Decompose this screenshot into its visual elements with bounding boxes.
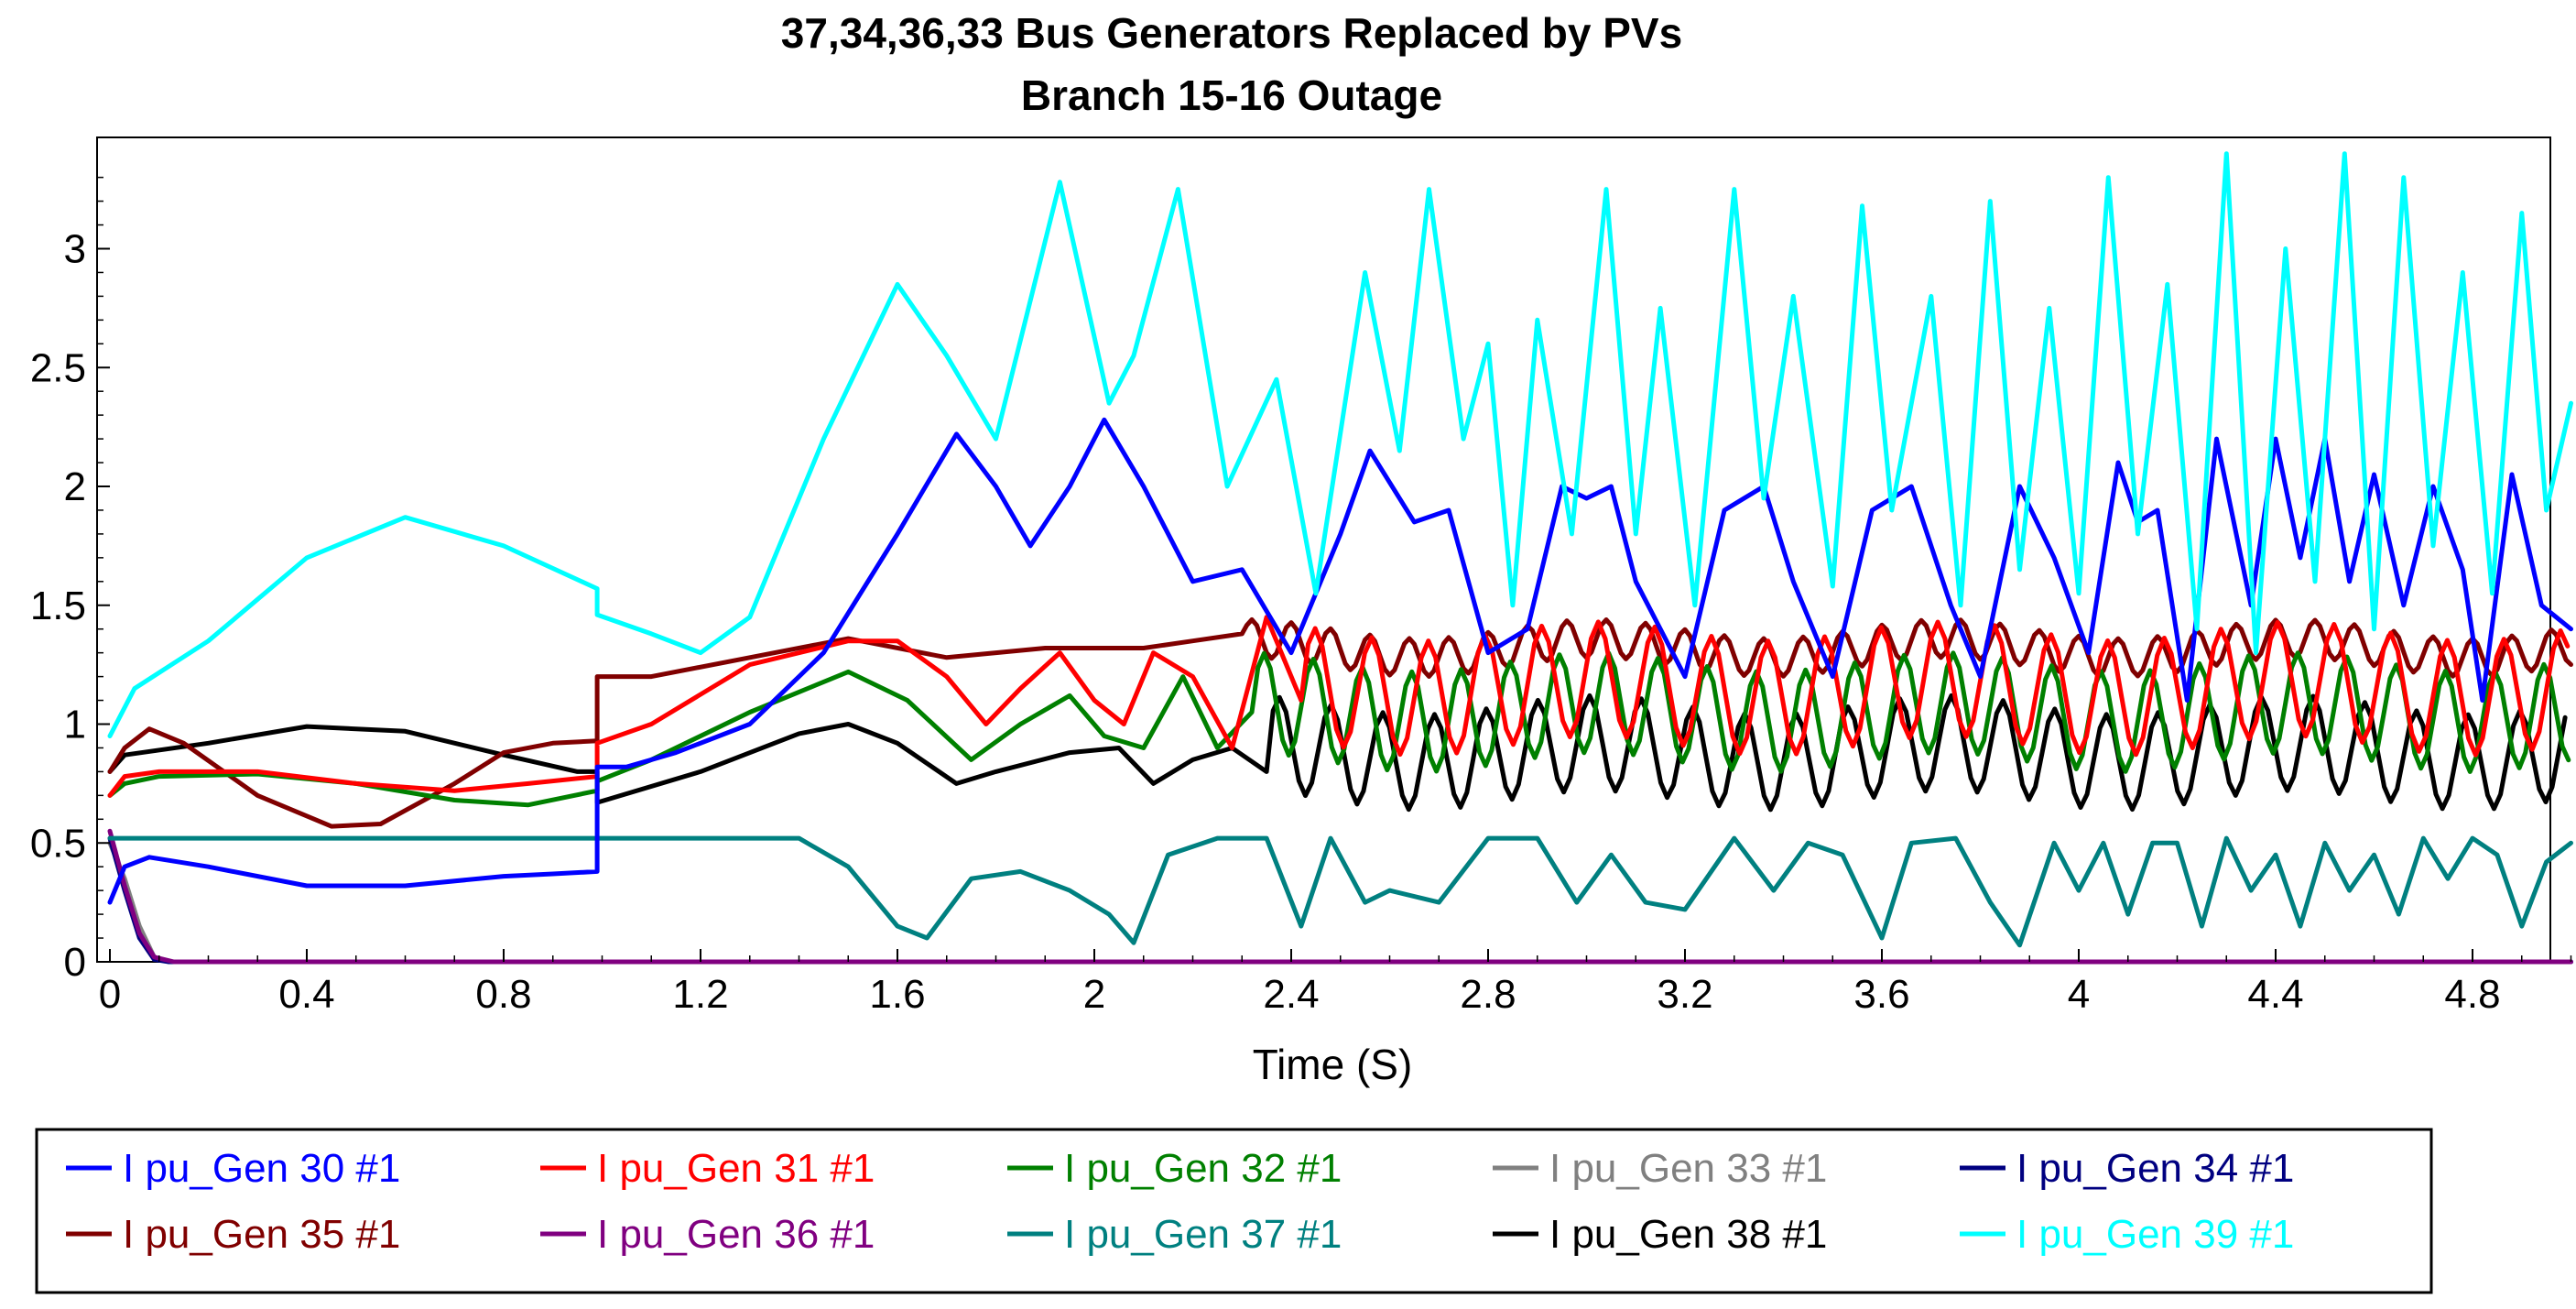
- legend-box: [35, 1128, 2433, 1294]
- x-tick-label: 2: [1083, 972, 1105, 1017]
- y-tick-label: 3: [64, 227, 86, 272]
- x-tick-label: 0.8: [475, 972, 531, 1017]
- x-tick-label: 1.2: [672, 972, 728, 1017]
- x-tick-label: 0: [99, 972, 121, 1017]
- series-line-gen-38: [107, 693, 2568, 813]
- series-layer: [107, 151, 2573, 965]
- legend: I pu_Gen 30 #1 I pu_Gen 31 #1 I pu_Gen 32 …: [35, 1128, 2433, 1294]
- x-tick-label: 1.6: [869, 972, 925, 1017]
- legend-label: I pu_Gen 31 #1: [597, 1146, 875, 1191]
- y-tick-label: 2: [64, 464, 86, 509]
- legend-entries: I pu_Gen 30 #1 I pu_Gen 31 #1 I pu_Gen 32 …: [66, 1146, 2294, 1257]
- y-tick-label: 1: [64, 703, 86, 747]
- legend-label: I pu_Gen 35 #1: [123, 1212, 400, 1257]
- y-tick-label: 0: [64, 940, 86, 985]
- x-tick-label: 4.8: [2444, 972, 2500, 1017]
- y-tick-label: 0.5: [30, 821, 86, 866]
- x-tick-label: 3.2: [1657, 972, 1712, 1017]
- series-line-gen-39: [107, 151, 2573, 738]
- legend-label: I pu_Gen 33 #1: [1549, 1146, 1827, 1191]
- axes-layer: 0 0.5 1 1.5 2 2.5 3 0 0.4 0.8 1.2 1.6 2 2.4 2.8 3.2 3.6 4…: [30, 176, 2572, 1017]
- legend-label: I pu_Gen 38 #1: [1549, 1212, 1827, 1257]
- series-line-gen-30: [107, 417, 2573, 905]
- legend-label: I pu_Gen 32 #1: [1064, 1146, 1342, 1191]
- series-line-gen-35: [107, 616, 2573, 829]
- x-tick-label: 2.8: [1460, 972, 1516, 1017]
- chart-title: 37,34,36,33 Bus Generators Replaced by P…: [781, 9, 1682, 57]
- y-tick-label: 1.5: [30, 584, 86, 628]
- series-line-gen-31: [107, 615, 2571, 798]
- series-line-gen-36: [107, 828, 2573, 965]
- plot-area: 0 0.5 1 1.5 2 2.5 3 0 0.4 0.8 1.2 1.6 2 2.4 2.8 3.2 3.6 4…: [30, 136, 2573, 1017]
- chart-subtitle: Branch 15-16 Outage: [1021, 71, 1442, 119]
- legend-label: I pu_Gen 37 #1: [1064, 1212, 1342, 1257]
- legend-label: I pu_Gen 36 #1: [597, 1212, 875, 1257]
- x-tick-label: 0.4: [278, 972, 334, 1017]
- x-tick-label: 4: [2068, 972, 2090, 1017]
- legend-label: I pu_Gen 30 #1: [123, 1146, 400, 1191]
- y-tick-label: 2.5: [30, 345, 86, 390]
- x-tick-label: 2.4: [1263, 972, 1319, 1017]
- legend-label: I pu_Gen 39 #1: [2016, 1212, 2294, 1257]
- x-tick-label: 4.4: [2247, 972, 2303, 1017]
- x-tick-label: 3.6: [1853, 972, 1909, 1017]
- series-line-gen-37: [107, 835, 2573, 948]
- x-axis-label: Time (S): [1253, 1041, 1413, 1088]
- series-line-gen-32: [107, 650, 2571, 808]
- legend-label: I pu_Gen 34 #1: [2016, 1146, 2294, 1191]
